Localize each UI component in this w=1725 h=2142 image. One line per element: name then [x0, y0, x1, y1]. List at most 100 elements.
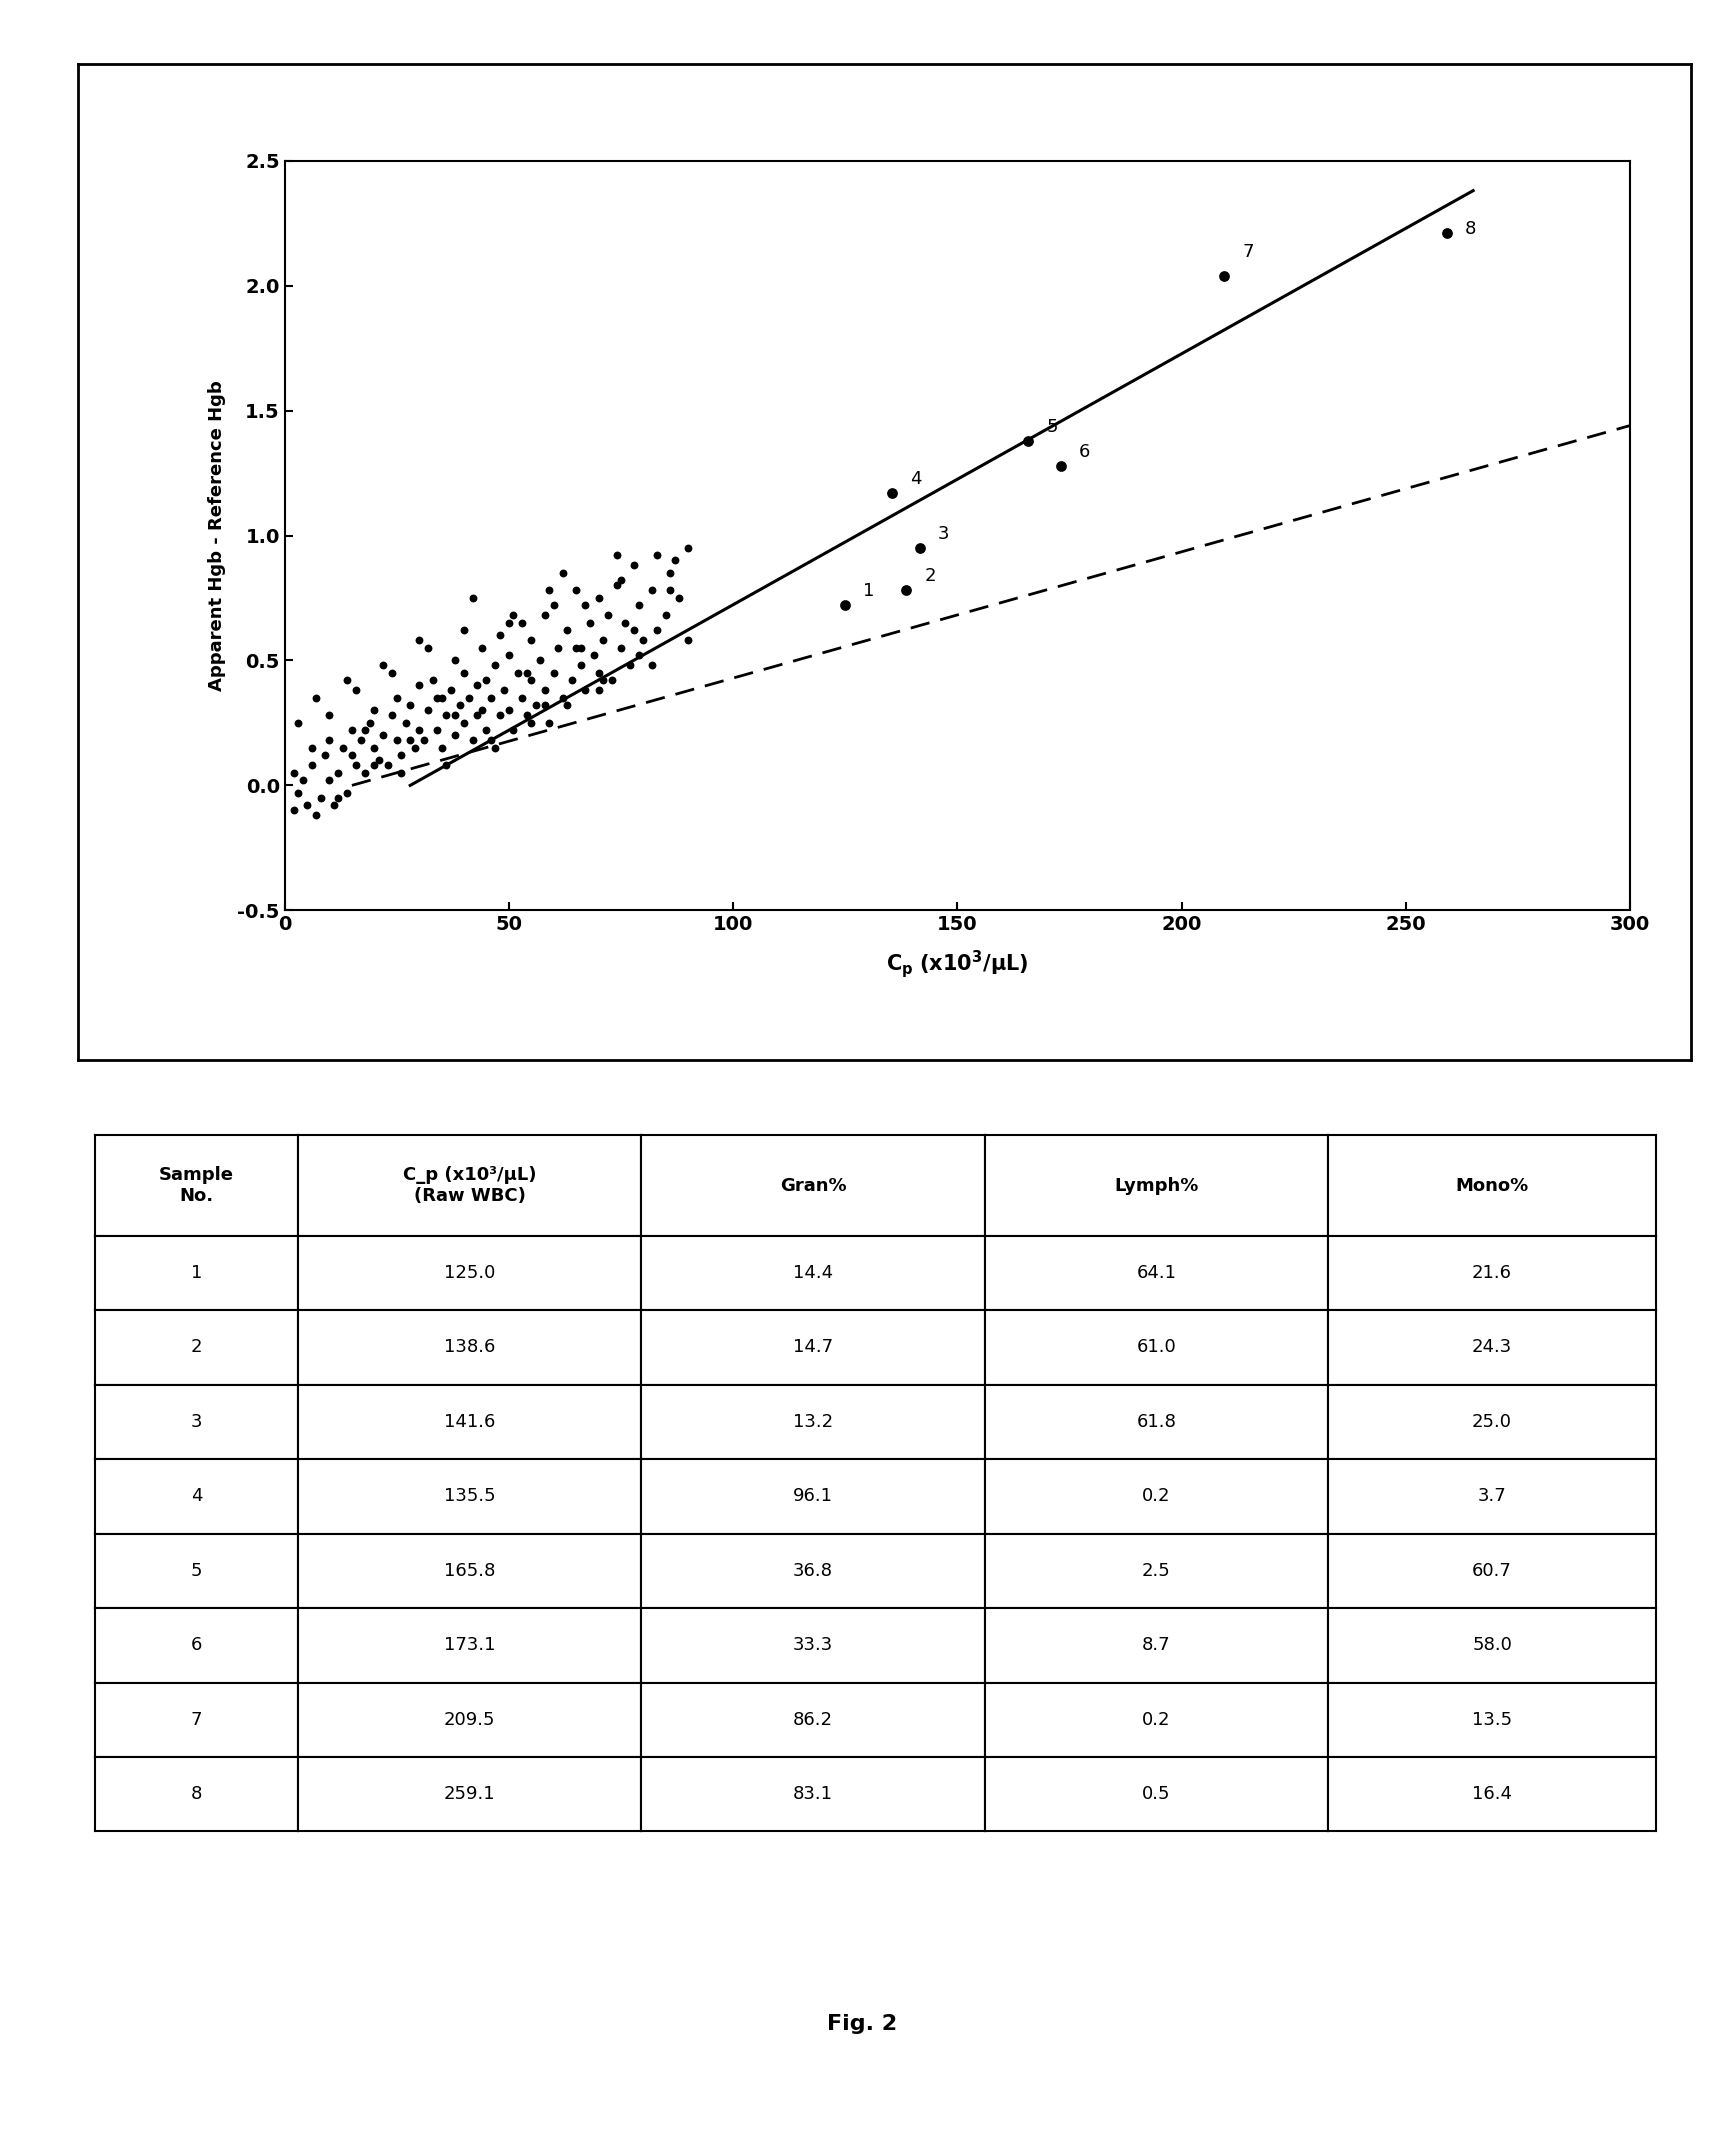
Y-axis label: Apparent Hgb - Reference Hgb: Apparent Hgb - Reference Hgb	[209, 379, 226, 692]
Point	[585, 655, 612, 690]
Point	[590, 664, 618, 698]
Point	[512, 655, 540, 690]
Point	[616, 649, 643, 683]
Text: 58.0: 58.0	[1471, 1636, 1513, 1654]
Point	[383, 681, 411, 715]
Point	[557, 664, 585, 698]
Point	[414, 694, 442, 728]
Point	[512, 698, 540, 733]
Point	[383, 724, 411, 758]
Point	[298, 730, 326, 765]
Point	[602, 568, 630, 602]
Text: 25.0: 25.0	[1471, 1414, 1513, 1431]
Point	[302, 799, 329, 833]
Point	[602, 538, 630, 572]
Text: 125.0: 125.0	[443, 1264, 495, 1283]
Point	[535, 707, 562, 741]
Point	[624, 589, 652, 623]
Text: 36.8: 36.8	[794, 1562, 833, 1581]
Point	[509, 606, 536, 640]
Point	[1211, 259, 1239, 293]
Text: 138.6: 138.6	[443, 1339, 495, 1356]
Point	[298, 748, 326, 782]
Point	[459, 724, 486, 758]
Point	[333, 664, 361, 698]
Point	[455, 681, 483, 715]
Point	[467, 630, 495, 664]
Point	[599, 664, 626, 698]
Point	[285, 707, 312, 741]
Point	[419, 664, 447, 698]
Point	[414, 630, 442, 664]
Text: 61.0: 61.0	[1137, 1339, 1176, 1356]
Point	[397, 688, 424, 722]
Point	[428, 730, 455, 765]
Point	[366, 743, 393, 778]
Point	[478, 724, 505, 758]
Point	[638, 574, 666, 608]
Point	[302, 681, 329, 715]
Point	[495, 638, 523, 673]
Point	[540, 589, 568, 623]
Point	[481, 730, 509, 765]
Point	[343, 748, 371, 782]
Point	[338, 739, 366, 773]
Point	[329, 730, 357, 765]
Point	[531, 598, 559, 632]
Text: 141.6: 141.6	[443, 1414, 495, 1431]
Text: 1: 1	[862, 583, 875, 600]
Point	[433, 748, 461, 782]
Point	[638, 649, 666, 683]
Point	[450, 613, 478, 647]
X-axis label: $\mathbf{C_p\ (x10^3/\mu L)}$: $\mathbf{C_p\ (x10^3/\mu L)}$	[887, 949, 1028, 981]
Point	[450, 655, 478, 690]
Point	[450, 707, 478, 741]
Point	[310, 739, 338, 773]
Point	[1047, 448, 1075, 482]
Point	[652, 598, 680, 632]
Point	[423, 713, 450, 748]
Point	[388, 739, 416, 773]
Point	[467, 694, 495, 728]
Point	[478, 681, 505, 715]
Point	[378, 698, 405, 733]
Text: 3: 3	[190, 1414, 202, 1431]
Text: 13.5: 13.5	[1471, 1711, 1513, 1729]
Point	[473, 713, 500, 748]
Point	[509, 681, 536, 715]
Point	[612, 606, 640, 640]
Point	[554, 688, 581, 722]
Text: 0.5: 0.5	[1142, 1784, 1171, 1804]
Point	[361, 730, 388, 765]
Point	[442, 718, 469, 752]
Point	[878, 476, 906, 510]
Point	[392, 707, 419, 741]
Text: 8: 8	[191, 1784, 202, 1804]
Point	[428, 681, 455, 715]
Point	[333, 775, 361, 810]
Text: 64.1: 64.1	[1137, 1264, 1176, 1283]
Point	[643, 538, 671, 572]
Point	[464, 698, 492, 733]
Point	[293, 788, 321, 823]
Point	[355, 707, 383, 741]
Point	[352, 756, 380, 790]
Text: 1: 1	[191, 1264, 202, 1283]
Point	[495, 694, 523, 728]
Point	[643, 613, 671, 647]
Point	[593, 598, 621, 632]
Point	[554, 613, 581, 647]
Text: 135.5: 135.5	[443, 1487, 495, 1506]
Text: Sample
No.: Sample No.	[159, 1165, 235, 1206]
Text: 60.7: 60.7	[1471, 1562, 1513, 1581]
Text: 0.2: 0.2	[1142, 1487, 1171, 1506]
Text: 8: 8	[1465, 221, 1477, 238]
Text: 165.8: 165.8	[443, 1562, 495, 1581]
Text: 6: 6	[191, 1636, 202, 1654]
Point	[892, 574, 919, 608]
Point	[518, 623, 545, 658]
Text: 83.1: 83.1	[794, 1784, 833, 1804]
Point	[576, 606, 604, 640]
Text: 2.5: 2.5	[1142, 1562, 1171, 1581]
Point	[549, 681, 576, 715]
